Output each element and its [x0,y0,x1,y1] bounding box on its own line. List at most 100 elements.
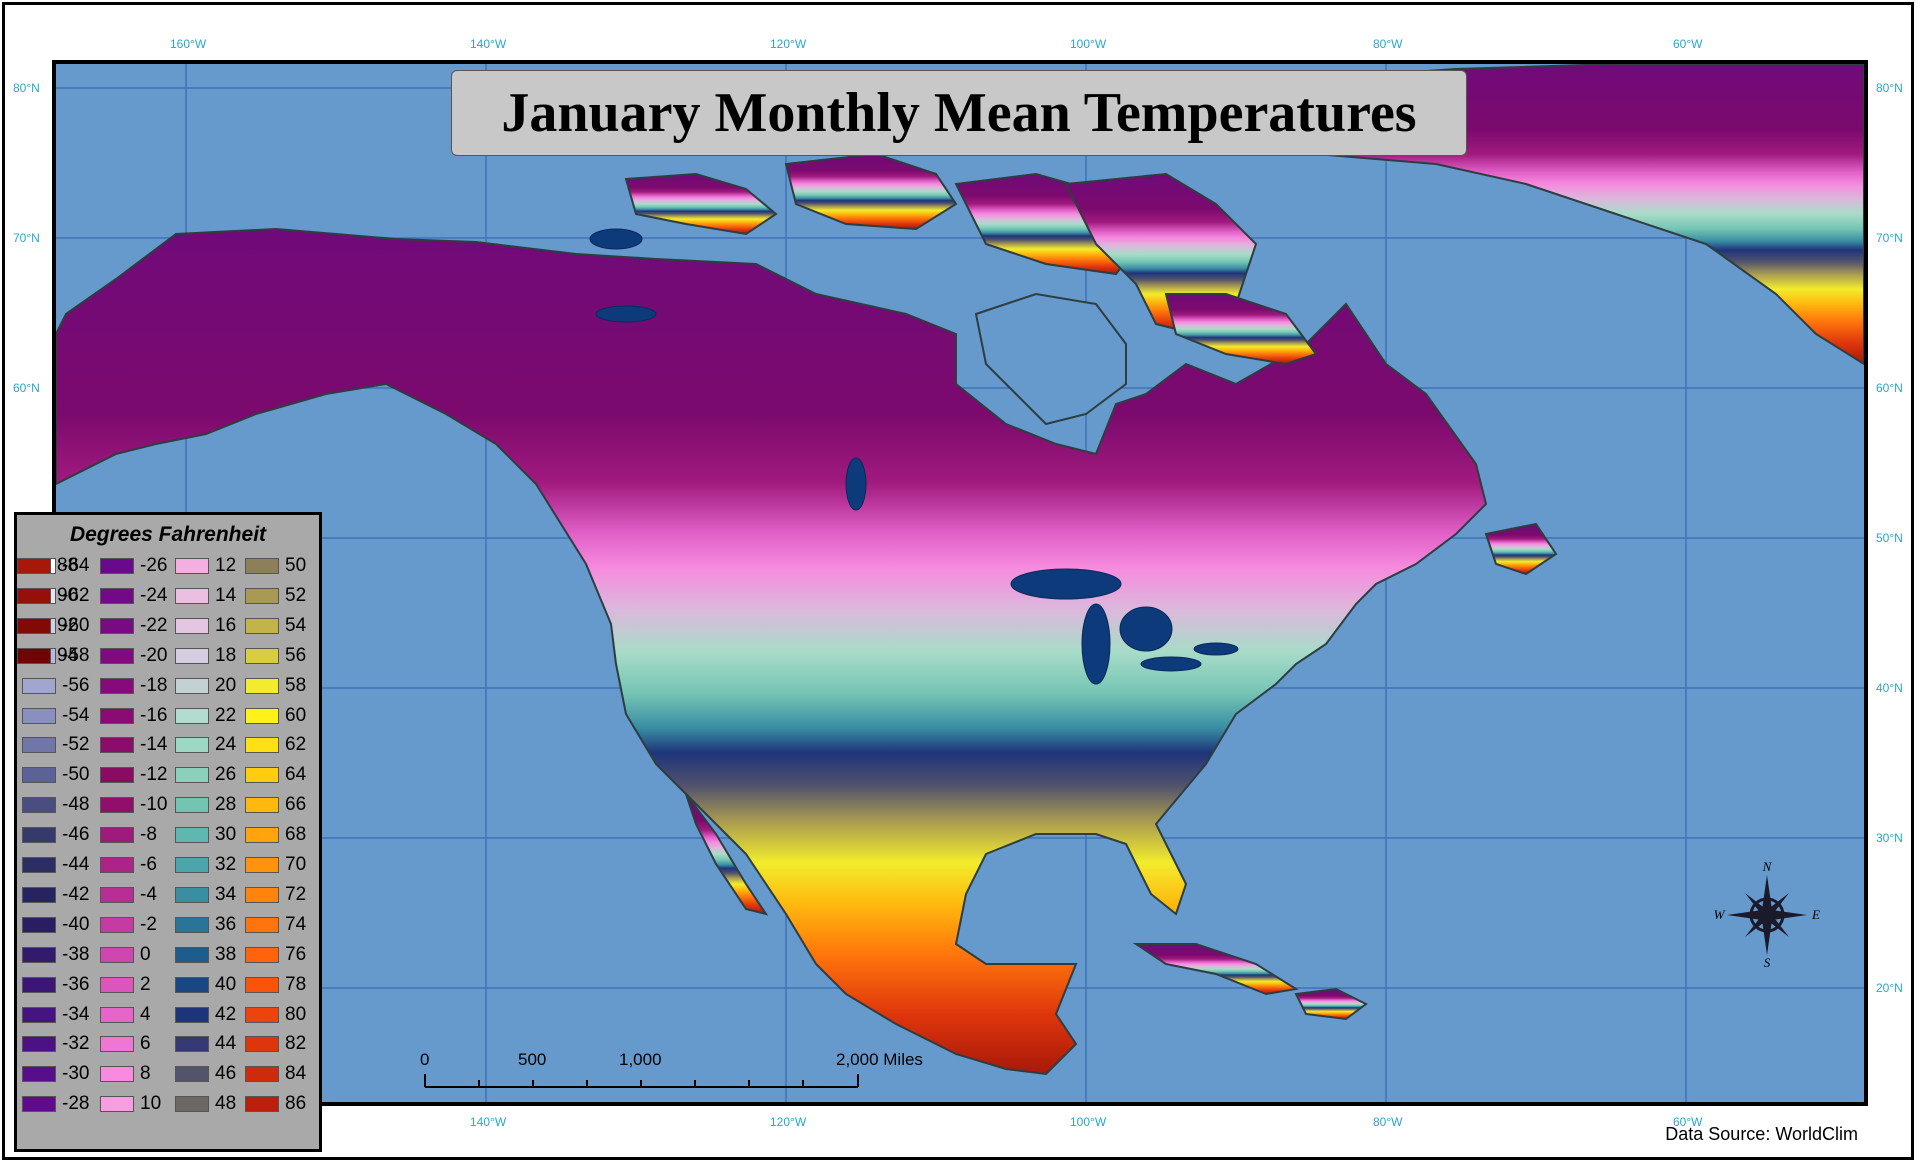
legend-swatch [245,886,279,903]
legend-label: 24 [215,734,237,756]
great-lakes [589,228,1239,685]
legend-swatch [22,857,56,873]
legend-swatch [245,767,279,784]
legend-item: -34 [22,1004,89,1026]
legend-label: -36 [62,973,90,995]
legend-label: 62 [285,734,307,756]
legend-item: -4 [100,884,157,906]
lake-superior [1010,568,1122,600]
legend-label: -48 [62,794,90,816]
legend-item: -52 [22,734,89,756]
legend-label: -6 [140,854,157,875]
arctic-island-5 [1164,293,1318,366]
legend-item: 86 [245,1093,306,1115]
legend-item: -50 [22,764,89,786]
legend-item: 10 [100,1093,161,1115]
legend-label: 46 [215,1063,237,1085]
legend-item: 58 [245,675,306,697]
legend-label: -60 [62,614,90,636]
legend-label: -52 [62,734,90,756]
legend-swatch [175,1066,209,1083]
legend-label: 12 [215,555,237,576]
map-canvas[interactable] [52,60,1868,1106]
legend-label: 60 [285,704,307,726]
legend-item: -46 [22,824,89,846]
legend-label: 38 [215,943,237,965]
legend-item: -2 [100,914,157,936]
legend-item: 78 [245,974,306,996]
legend-swatch [17,558,51,574]
legend-swatch [100,677,134,694]
legend-item: -12 [100,764,167,786]
arctic-island-2 [784,152,958,231]
legend-label: 76 [285,943,307,965]
legend-swatch [245,587,279,604]
legend-item: 66 [245,794,306,816]
legend-swatch [175,1036,209,1053]
legend-label: 30 [215,824,237,846]
legend-item: -44 [22,854,89,876]
legend-item: -8 [100,824,157,846]
legend-swatch [100,886,134,903]
legend-swatch [245,707,279,724]
legend-label: -18 [140,674,168,696]
legend-item: 12 [175,555,236,577]
lake-winnipeg [845,457,867,511]
title-box: January Monthly Mean Temperatures [451,70,1467,156]
compass-n: N [1762,860,1773,874]
legend-item: -30 [22,1063,89,1085]
lon-label-140w: 140°W [470,37,507,51]
legend-label: 58 [285,674,307,696]
legend-swatch [22,976,56,993]
legend-item: 8 [100,1063,151,1085]
legend-swatch [245,1036,279,1053]
lon-label-120w: 120°W [770,37,807,51]
legend-label: 82 [285,1033,307,1055]
legend-swatch [17,617,51,634]
lake-huron [1119,606,1173,652]
legend-label: -14 [140,734,168,756]
legend-swatch [175,857,209,873]
legend-label: -2 [140,913,157,935]
legend-item: 76 [245,944,306,966]
page-title: January Monthly Mean Temperatures [501,82,1417,144]
legend-label: 54 [285,614,307,636]
legend-label: 26 [215,764,237,786]
legend-item: 82 [245,1033,306,1055]
lat-label-80n-left: 80°N [13,81,40,95]
legend-label: 78 [285,973,307,995]
legend-swatch [100,707,134,724]
newfoundland [1484,522,1558,576]
legend-item: 70 [245,854,306,876]
legend-title: Degrees Fahrenheit [69,523,267,546]
legend-item: -56 [22,675,89,697]
legend-label: -24 [140,584,168,606]
legend-swatch [100,767,134,784]
legend-label: -64 [62,555,90,576]
legend-swatch [100,797,134,814]
legend-item: 52 [245,585,306,607]
legend-swatch [100,857,134,873]
legend-item: 42 [175,1004,236,1026]
legend-swatch [22,767,56,784]
legend-label: 86 [285,1093,307,1115]
legend-swatch [22,827,56,844]
legend-swatch [245,976,279,993]
legend-swatch [175,617,209,634]
scale-label-1000: 1,000 [619,1050,662,1069]
legend-swatch [245,827,279,844]
legend-swatch [22,797,56,814]
legend-item: -20 [100,645,167,667]
legend-item: 80 [245,1004,306,1026]
legend-swatch [175,797,209,814]
legend-item: 32 [175,854,236,876]
legend-label: 88 [57,555,79,576]
legend-label: -38 [62,943,90,965]
legend-label: 0 [140,943,151,965]
legend-swatch [175,737,209,754]
baja-california [685,793,769,916]
legend-swatch [100,1066,134,1083]
lat-label-50n-right: 50°N [1876,531,1903,545]
legend-item: 68 [245,824,306,846]
